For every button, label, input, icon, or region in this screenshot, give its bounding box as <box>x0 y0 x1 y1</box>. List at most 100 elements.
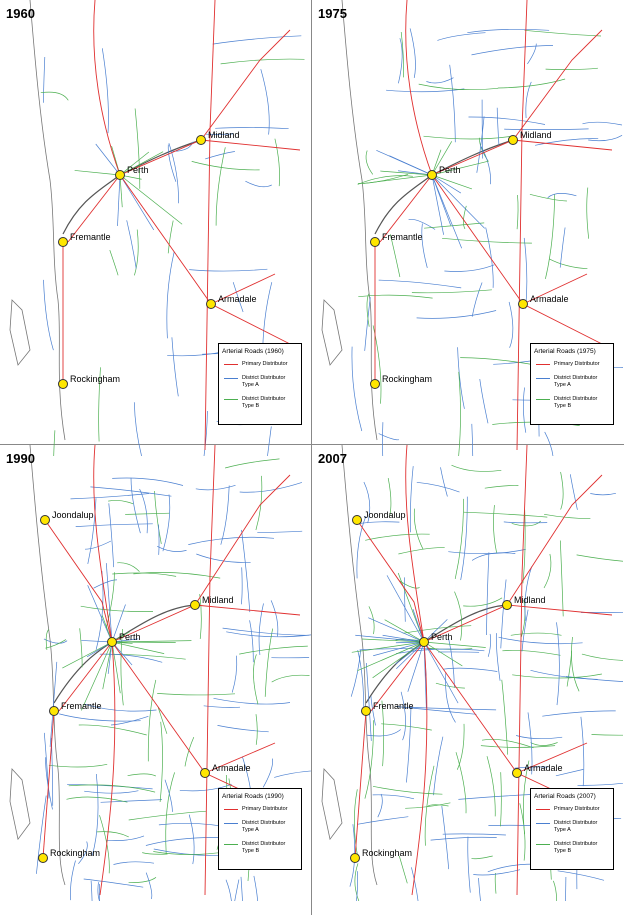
district-road <box>396 641 425 669</box>
legend-item: District Distributor Type A <box>534 375 610 389</box>
district-road <box>147 679 157 762</box>
district-road <box>395 648 485 654</box>
district-road <box>119 174 123 208</box>
city-label: Midland <box>202 595 234 605</box>
coastline <box>341 445 378 886</box>
city-label: Armadale <box>530 294 569 304</box>
district-road <box>117 174 121 227</box>
city-marker <box>58 237 68 247</box>
island <box>321 768 343 841</box>
district-road <box>351 641 425 653</box>
district-road <box>380 170 433 176</box>
district-road <box>581 653 623 661</box>
district-road <box>106 835 145 841</box>
primary-road <box>93 0 121 176</box>
district-road <box>476 116 485 173</box>
city-label: Rockingham <box>362 848 413 858</box>
district-road <box>480 745 556 748</box>
district-road <box>377 793 383 818</box>
district-road <box>471 855 493 860</box>
city-marker <box>200 768 210 778</box>
city-label: Perth <box>439 165 461 175</box>
district-road <box>203 705 241 708</box>
district-road <box>358 294 433 299</box>
district-road <box>431 160 489 176</box>
city-marker <box>196 135 206 145</box>
district-road <box>525 81 532 119</box>
district-road <box>40 91 69 101</box>
district-road <box>365 662 372 741</box>
coastline <box>341 0 378 441</box>
district-road <box>480 146 491 185</box>
district-road <box>260 69 270 135</box>
district-road <box>372 641 425 679</box>
district-road <box>139 488 148 534</box>
district-road <box>111 604 126 643</box>
district-road <box>70 493 150 500</box>
legend-text: District Distributor Type A <box>554 820 598 833</box>
legend-item: Primary Distributor <box>534 806 610 813</box>
primary-road <box>356 519 425 643</box>
coastline <box>29 0 66 441</box>
district-road <box>423 619 448 643</box>
district-road <box>547 193 577 198</box>
district-road <box>494 872 497 894</box>
district-road <box>481 738 534 749</box>
district-road <box>68 784 156 793</box>
legend-text: District Distributor Type B <box>242 396 286 409</box>
legend-item: Primary Distributor <box>222 806 298 813</box>
district-road <box>527 43 537 65</box>
district-road <box>559 227 566 268</box>
district-road <box>412 609 425 643</box>
legend-item: Primary Distributor <box>534 361 610 368</box>
district-road <box>127 773 156 777</box>
district-road <box>454 591 463 641</box>
district-road <box>222 627 310 636</box>
primary-road <box>204 0 216 451</box>
district-road <box>159 721 163 803</box>
district-road <box>569 474 578 510</box>
primary-road <box>99 641 116 896</box>
legend-item: District Distributor Type A <box>534 820 610 834</box>
district-road <box>418 83 499 91</box>
city-marker <box>107 637 117 647</box>
primary-road <box>411 641 428 896</box>
legend-swatch <box>536 399 550 400</box>
primary-road <box>370 641 425 712</box>
district-road <box>220 485 230 545</box>
district-road <box>231 655 238 693</box>
road-map <box>321 0 623 456</box>
district-road <box>423 641 459 704</box>
legend-title: Arterial Roads (1990) <box>222 793 284 800</box>
district-road <box>108 500 134 505</box>
city-label: Rockingham <box>70 374 121 384</box>
district-road <box>166 251 175 339</box>
island <box>321 299 343 366</box>
district-road <box>274 770 311 778</box>
district-road <box>158 524 160 555</box>
district-road <box>590 492 616 496</box>
district-road <box>240 567 243 605</box>
district-road <box>451 464 502 472</box>
district-road <box>571 636 580 692</box>
district-road <box>479 378 489 424</box>
district-road <box>241 529 251 613</box>
city-label: Perth <box>119 632 141 642</box>
district-road <box>188 536 275 545</box>
district-road <box>164 779 173 812</box>
district-road <box>90 880 93 901</box>
road-map <box>9 0 305 456</box>
district-road <box>357 641 425 672</box>
district-road <box>240 876 243 901</box>
legend-swatch <box>224 378 238 379</box>
district-road <box>535 138 599 146</box>
district-road <box>524 566 533 621</box>
legend-text: Primary Distributor <box>242 806 288 812</box>
district-road <box>78 841 88 865</box>
district-road <box>441 806 450 870</box>
district-road <box>473 869 521 876</box>
district-road <box>80 641 113 711</box>
primary-road <box>44 519 113 643</box>
district-road <box>215 147 226 226</box>
